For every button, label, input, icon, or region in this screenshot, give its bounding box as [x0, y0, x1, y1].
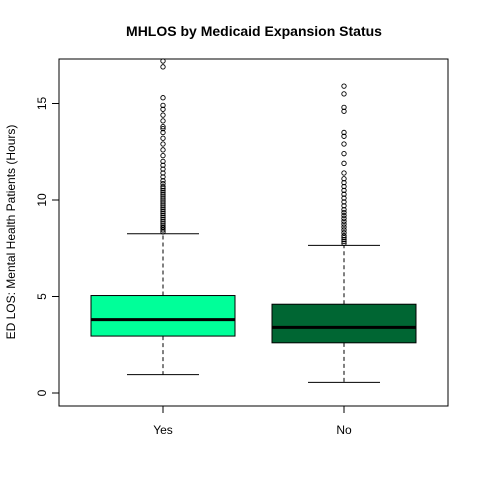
boxes: [90, 58, 417, 383]
outlier-point: [160, 170, 166, 176]
outlier-point: [341, 238, 347, 245]
outlier-point: [341, 104, 347, 111]
outlier-point: [160, 224, 166, 230]
outlier-point: [160, 205, 166, 211]
outlier-point: [341, 91, 347, 97]
outlier-point: [341, 191, 347, 197]
outlier-point: [160, 203, 166, 209]
outlier-point: [341, 176, 347, 182]
iqr-box: [90, 295, 236, 337]
y-tick-label: 15: [35, 97, 49, 111]
outlier-point: [341, 129, 347, 136]
outlier-point: [341, 187, 347, 194]
y-tick-label: 0: [35, 389, 49, 396]
x-axis: Yes No: [153, 406, 352, 437]
outlier-point: [160, 199, 166, 205]
outlier-point: [341, 209, 347, 216]
outlier-point: [160, 191, 166, 197]
outlier-point: [160, 135, 166, 141]
outlier-point: [341, 227, 347, 233]
y-tick-label: 10: [35, 193, 49, 207]
outlier-point: [160, 195, 166, 201]
outlier-point: [160, 125, 166, 132]
outlier-point: [160, 162, 166, 168]
outlier-point: [341, 212, 347, 219]
x-tick-label: Yes: [153, 423, 173, 437]
outlier-point: [341, 236, 347, 243]
outlier-point: [341, 224, 347, 230]
outlier-point: [160, 208, 166, 215]
outlier-point: [160, 102, 166, 109]
outlier-point: [341, 199, 347, 205]
outlier-point: [341, 108, 347, 114]
chart-title: MHLOS by Medicaid Expansion Status: [126, 23, 382, 39]
outlier-point: [341, 221, 347, 227]
outlier-point: [160, 166, 166, 172]
outlier-point: [341, 195, 347, 201]
outlier-point: [160, 158, 166, 165]
outlier-point: [160, 141, 166, 147]
outlier-point: [160, 201, 166, 207]
outlier-point: [160, 210, 166, 217]
outlier-point: [160, 174, 166, 180]
outlier-point: [160, 214, 166, 221]
outlier-point: [160, 106, 166, 112]
outlier-point: [160, 212, 166, 219]
outlier-point: [160, 183, 166, 190]
outlier-point: [341, 160, 347, 166]
outlier-point: [160, 118, 166, 124]
outlier-point: [341, 183, 347, 190]
outlier-point: [341, 218, 347, 224]
outlier-point: [341, 230, 347, 236]
outlier-point: [160, 193, 166, 199]
outlier-point: [341, 240, 347, 247]
outlier-point: [160, 218, 166, 224]
y-axis-label: ED LOS: Mental Health Patients (Hours): [4, 125, 18, 340]
outlier-point: [341, 206, 347, 213]
outlier-point: [160, 197, 166, 203]
outlier-point: [160, 187, 166, 194]
outlier-point: [160, 129, 166, 136]
outlier-point: [160, 58, 166, 64]
outlier-point: [341, 151, 347, 157]
outlier-point: [341, 141, 347, 147]
outlier-point: [341, 170, 347, 176]
outlier-point: [160, 64, 166, 70]
outlier-point: [160, 189, 166, 195]
outlier-point: [160, 152, 166, 159]
outlier-point: [160, 206, 166, 213]
outlier-point: [341, 203, 347, 209]
iqr-box: [271, 303, 417, 344]
outlier-point: [160, 178, 166, 184]
outlier-point: [341, 179, 347, 186]
outlier-point: [160, 216, 166, 222]
outlier-point: [341, 215, 347, 221]
outlier-point: [341, 83, 347, 89]
plot-frame: [58, 58, 449, 407]
outlier-point: [160, 112, 166, 118]
outlier-point: [160, 180, 166, 187]
outlier-point: [341, 233, 347, 239]
box-group-yes: [90, 58, 236, 376]
outlier-point: [341, 133, 347, 139]
y-axis: 0 5 10 15: [35, 97, 60, 396]
outlier-point: [160, 95, 166, 101]
outlier-point: [160, 124, 166, 130]
outlier-point: [160, 147, 166, 153]
box-group-no: [271, 83, 417, 383]
y-tick-label: 5: [35, 293, 49, 300]
outlier-point: [160, 222, 166, 228]
x-tick-label: No: [336, 423, 352, 437]
outlier-point: [160, 220, 166, 226]
